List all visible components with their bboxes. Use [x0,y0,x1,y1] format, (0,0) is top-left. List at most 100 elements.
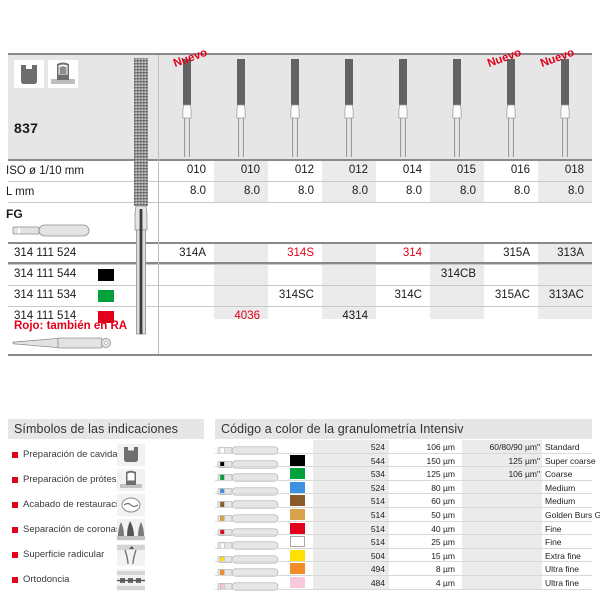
granulometry-bur-icon [217,510,279,523]
footnote-rojo: Rojo: también en RA [14,320,128,332]
granulometry-code: 514 [370,537,385,548]
bur-icon-col4 [322,57,376,157]
granulometry-code: 484 [370,578,385,588]
order-code-cell: 315AC [494,289,530,301]
section-title-indications: Símbolos de las indicaciones [8,419,204,439]
tooth-occlusal-icon [117,494,145,516]
spec-value: 012 [294,164,314,176]
granulometry-bur-icon [217,469,279,482]
order-code-label: 314 111 514 [14,310,77,322]
grit-color-swatch [98,269,114,281]
column-shade [430,244,484,319]
root-surface-icon [117,544,145,566]
granulometry-row-separator [215,534,592,536]
spec-value: 014 [402,164,422,176]
granulometry-color-swatch [290,577,305,588]
indication-bullet [12,452,18,458]
section-title-granulometry: Código a color de la granulometría Inten… [215,419,592,439]
granulometry-row-separator [215,520,592,522]
order-row-separator [8,306,592,307]
top-rule [8,53,592,55]
granulometry-row-separator [215,547,592,549]
indication-label: Preparación de prótesis [23,474,124,485]
granulometry-name: Medium [545,482,576,493]
granulometry-name: Coarse [545,469,573,480]
spec-value: 012 [348,164,368,176]
prosthesis-preparation-icon [48,60,78,88]
granulometry-grain-size: 125 µm [426,469,455,480]
indication-bullet [12,552,18,558]
spec-value: 8.0 [244,185,260,197]
spec-value: 8.0 [406,185,422,197]
granulometry-code: 544 [370,455,385,466]
grit-color-swatch [98,311,114,323]
granulometry-code: 504 [370,550,385,561]
order-code-cell: 4036 [234,310,260,322]
granulometry-name: Fine [545,537,562,548]
indication-label: Acabado de restauraciones [23,499,139,510]
granulometry-row-separator [215,466,592,468]
granulometry-bur-icon [217,456,279,469]
order-row-separator [8,264,592,265]
granulometry-grain-size: 15 µm [431,550,455,561]
granulometry-alt-grain: 125 µm" [508,455,540,466]
granulometry-color-swatch [290,536,305,548]
order-top-rule [8,242,592,244]
granulometry-bur-icon [217,578,279,591]
granulometry-code: 514 [370,510,385,520]
granulometry-color-swatch [290,454,305,466]
order-bottom-rule [8,354,592,356]
granulometry-grain-size: 60 µm [431,496,455,507]
spec-value: 016 [510,164,530,176]
spec-value: 010 [240,164,260,176]
granulometry-grain-size: 25 µm [431,537,455,548]
granulometry-name: Ultra fine [545,578,580,588]
granulometry-color-swatch [290,495,305,507]
spec-hairline-2 [8,202,592,203]
granulometry-code: 514 [370,496,385,507]
spec-value: 8.0 [190,185,206,197]
order-code-cell: 314A [179,247,206,259]
granulometry-color-swatch [290,509,305,520]
spec-value: 015 [456,164,476,176]
granulometry-grain-size: 106 µm [426,442,455,452]
bur-icon-col3 [268,57,322,157]
order-code-cell: 314CB [440,268,476,280]
indication-bullet [12,527,18,533]
granulometry-grain-size: 150 µm [426,455,455,466]
granulometry-bur-icon [217,564,279,577]
order-code-label: 314 111 524 [14,247,77,259]
granulometry-color-swatch [290,468,305,480]
granulometry-row-separator [215,575,592,576]
granulometry-color-swatch [290,549,305,561]
granulometry-alt-grain: 60/80/90 µm" [489,442,540,452]
order-code-cell: 314 [402,247,422,259]
crown-separation-icon [117,519,145,541]
granulometry-row-separator [215,479,592,481]
spec-label-iso: ISO ø 1/10 mm [6,165,84,177]
grit-color-swatch [98,290,114,302]
granulometry-code: 524 [370,482,385,493]
bur-icon-col8 [538,57,592,157]
order-code-cell: 314S [287,247,314,259]
spec-hairline-1 [8,181,592,182]
granulometry-name: Golden Burs GB [545,510,600,520]
order-code-label: 314 111 534 [14,289,77,301]
column-shade [322,244,376,319]
granulometry-bur-icon [217,551,279,564]
tooth-crown-icon [117,469,145,491]
granulometry-row-separator [215,507,592,508]
granulometry-column-shade [462,440,542,590]
main-bur-illustration [128,57,154,335]
granulometry-grain-size: 80 µm [431,482,455,493]
bur-icon-col2 [214,57,268,157]
spec-value: 010 [186,164,206,176]
granulometry-grain-size: 8 µm [435,564,455,575]
granulometry-code: 524 [370,442,385,452]
granulometry-name: Super coarse [545,455,596,466]
granulometry-name: Fine [545,523,562,534]
granulometry-row-separator [215,452,592,454]
order-code-cell: 314SC [278,289,314,301]
indication-bullet [12,502,18,508]
